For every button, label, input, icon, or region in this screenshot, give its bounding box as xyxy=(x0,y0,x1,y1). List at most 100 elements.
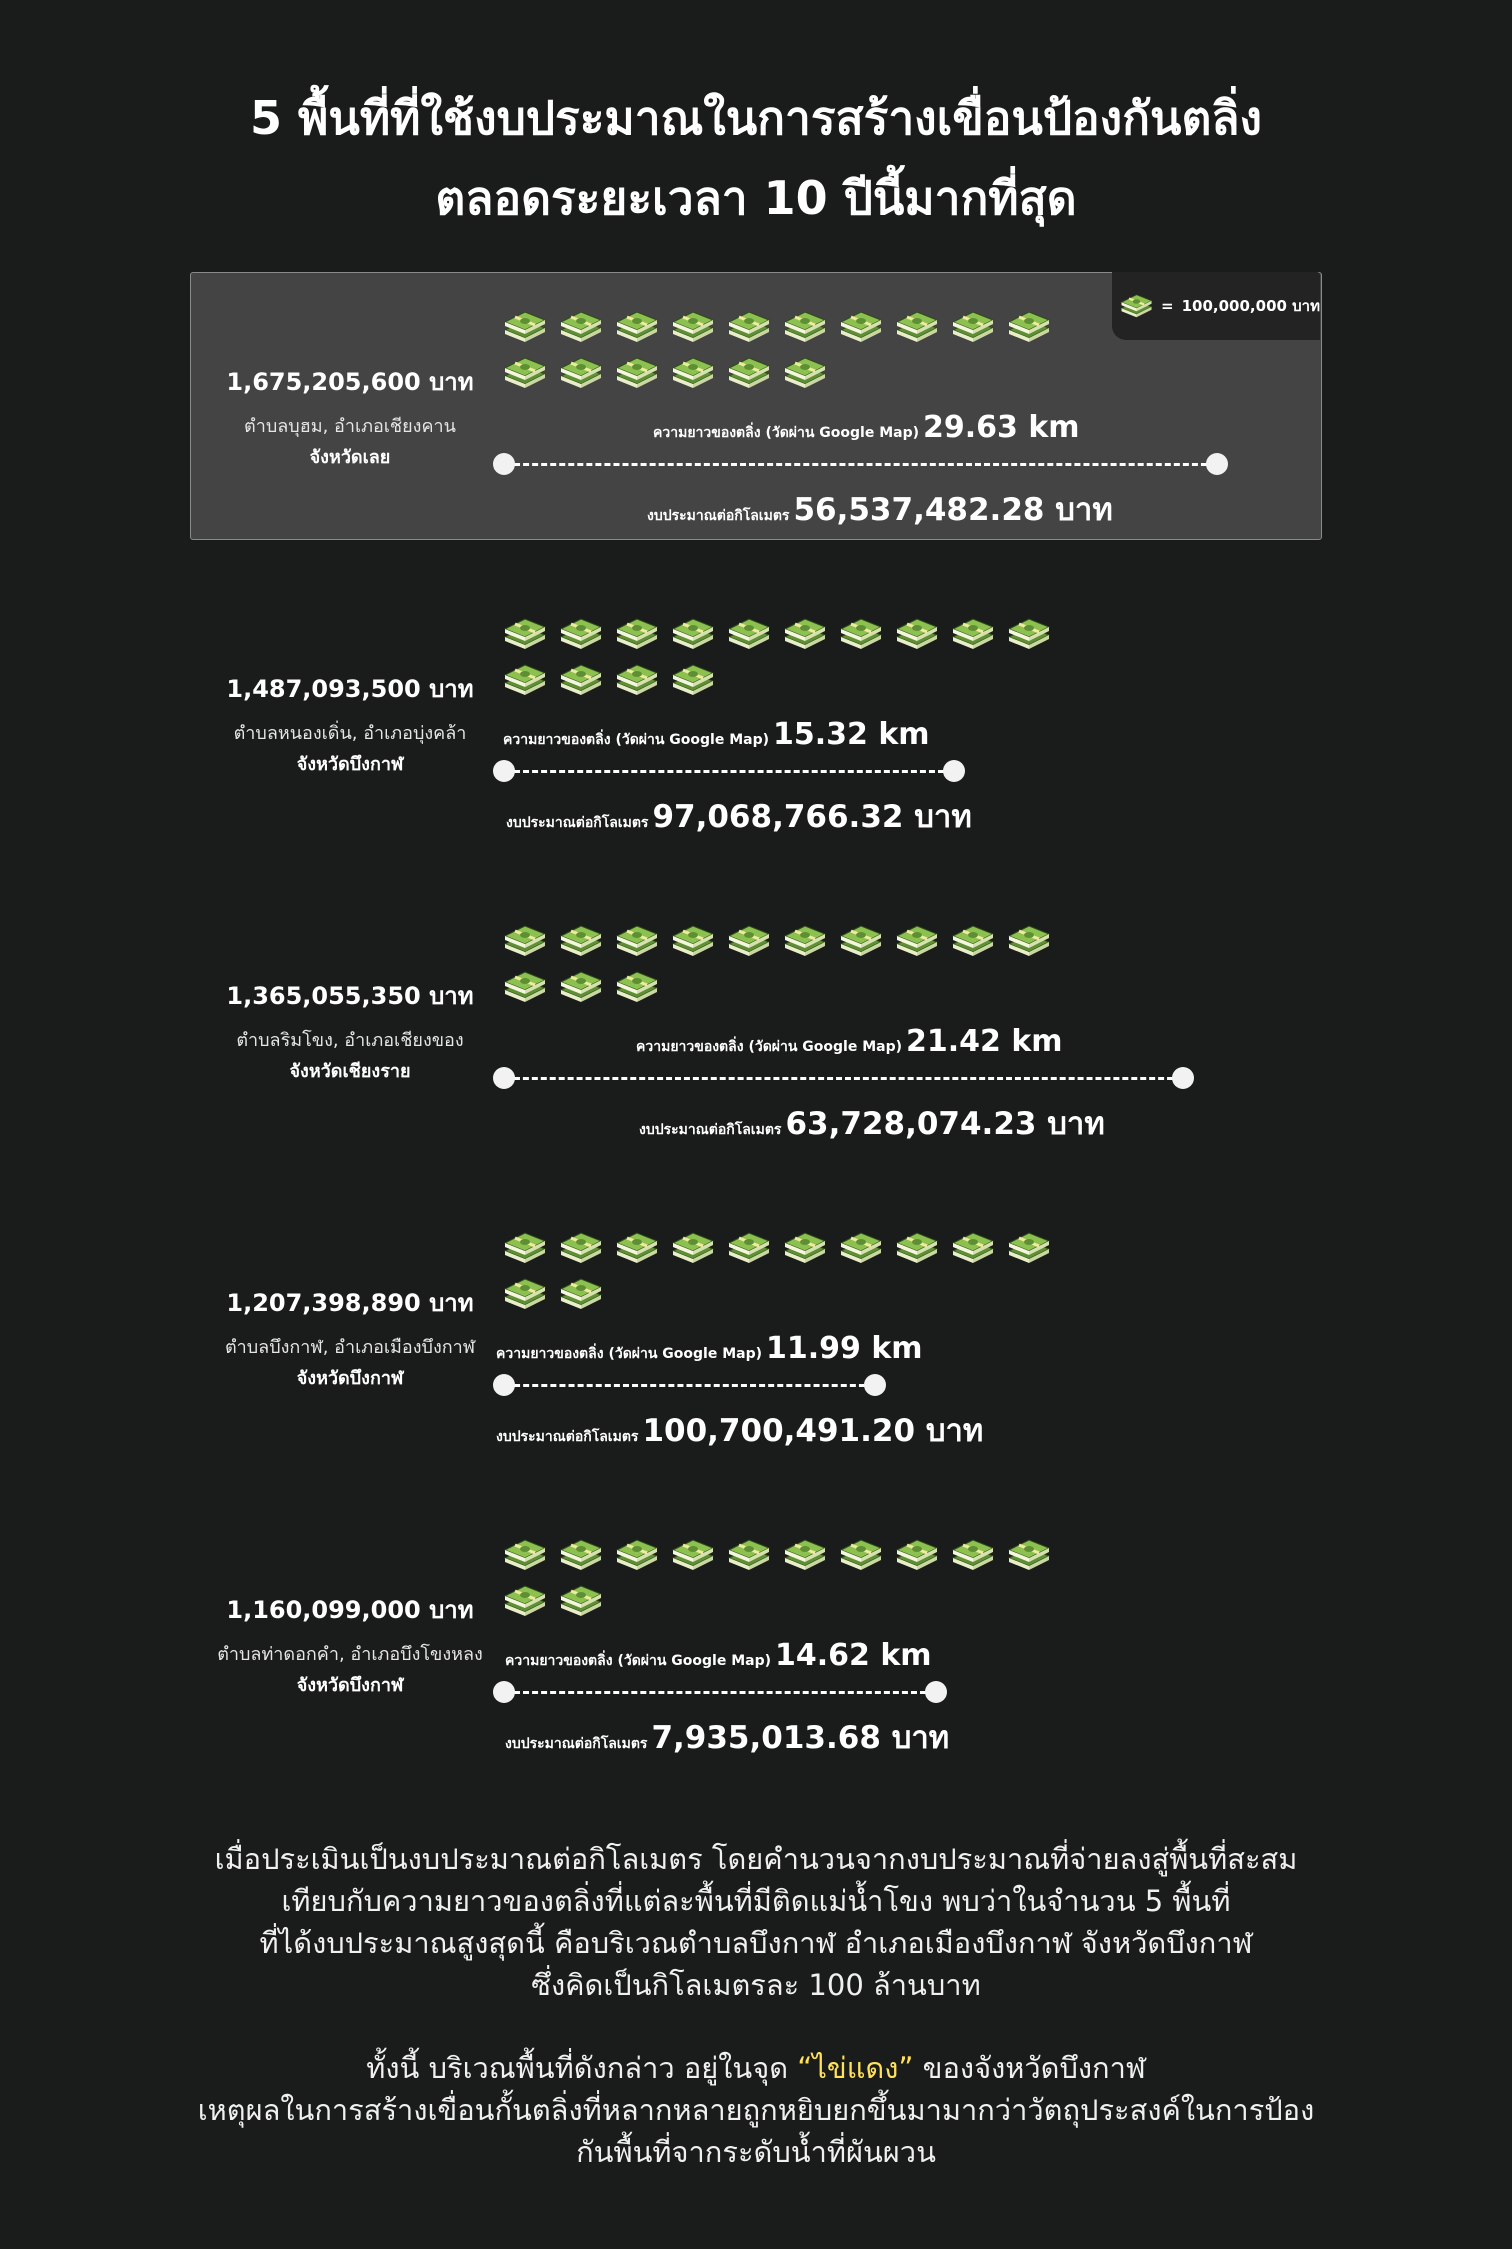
per-km-label: งบประมาณต่อกิโลเมตร 56,537,482.28 บาท xyxy=(647,484,1113,534)
money-stack-icon xyxy=(727,618,771,649)
money-stack-icon xyxy=(783,311,827,342)
length-track xyxy=(493,1373,886,1397)
length-value: 21.42 km xyxy=(906,1024,1063,1059)
area-location: ตำบลท่าดอกคำ, อำเภอบึงโขงหลง xyxy=(217,1644,483,1665)
length-caption: ความยาวของตลิ่ง (วัดผ่าน Google Map) xyxy=(503,732,770,748)
per-km-value: 100,700,491.20 บาท xyxy=(642,1413,984,1449)
money-stack-icon xyxy=(895,925,939,956)
per-km-caption: งบประมาณต่อกิโลเมตร xyxy=(506,815,649,831)
track-line xyxy=(505,1691,935,1694)
track-line xyxy=(505,463,1216,466)
money-stack-icon xyxy=(559,311,603,342)
area-province: จังหวัดเชียงราย xyxy=(289,1061,411,1082)
per-km-label: งบประมาณต่อกิโลเมตร 97,068,766.32 บาท xyxy=(506,791,972,841)
length-label: ความยาวของตลิ่ง (วัดผ่าน Google Map) 14.6… xyxy=(505,1638,932,1673)
area-province: จังหวัดเลย xyxy=(309,447,391,468)
money-stack-icon xyxy=(559,1585,603,1616)
length-label: ความยาวของตลิ่ง (วัดผ่าน Google Map) 21.4… xyxy=(636,1024,1063,1059)
money-stack-icon xyxy=(839,1539,883,1570)
length-track xyxy=(493,452,1228,476)
money-stack-icon xyxy=(503,1278,547,1309)
money-stack-icon xyxy=(615,1539,659,1570)
money-stack-icon xyxy=(839,618,883,649)
money-stack-icon xyxy=(671,1232,715,1263)
area-province: จังหวัดบึงกาฬ xyxy=(296,1675,404,1696)
area-amount: 1,487,093,500 บาท xyxy=(226,675,474,703)
legend: = 100,000,000 บาท xyxy=(1112,272,1320,340)
per-km-caption: งบประมาณต่อกิโลเมตร xyxy=(647,508,790,524)
length-value: 15.32 km xyxy=(773,717,930,752)
summary-text: ทั้งนี้ บริเวณพื้นที่ดังกล่าว อยู่ในจุด xyxy=(366,2051,798,2085)
money-stack-icon xyxy=(783,357,827,388)
length-caption: ความยาวของตลิ่ง (วัดผ่าน Google Map) xyxy=(653,425,920,441)
track-line xyxy=(505,1077,1182,1080)
length-value: 11.99 km xyxy=(766,1331,923,1366)
length-label: ความยาวของตลิ่ง (วัดผ่าน Google Map) 29.6… xyxy=(653,410,1080,445)
length-track xyxy=(493,759,965,783)
money-stack-icon xyxy=(727,925,771,956)
money-stack-icon xyxy=(559,925,603,956)
money-stack-icon xyxy=(783,925,827,956)
length-value: 29.63 km xyxy=(923,410,1080,445)
money-stack-icon xyxy=(1007,925,1051,956)
track-end-dot xyxy=(1206,453,1228,475)
money-stack-icon xyxy=(615,311,659,342)
area-row-5: 1,160,099,000 บาท ตำบลท่าดอกคำ, อำเภอบึง… xyxy=(0,1510,1512,1780)
money-stack-icon xyxy=(671,925,715,956)
length-label: ความยาวของตลิ่ง (วัดผ่าน Google Map) 15.3… xyxy=(503,717,930,752)
area-location: ตำบลหนองเดิ่น, อำเภอบุ่งคล้า xyxy=(233,723,467,744)
money-stack-icon xyxy=(559,618,603,649)
track-start-dot xyxy=(493,760,515,782)
legend-value: 100,000,000 บาท xyxy=(1181,297,1320,315)
money-stack-icon xyxy=(671,1539,715,1570)
area-row-3: 1,365,055,350 บาท ตำบลริมโขง, อำเภอเชียง… xyxy=(0,896,1512,1166)
money-stack-icon xyxy=(895,618,939,649)
per-km-label: งบประมาณต่อกิโลเมตร 7,935,013.68 บาท xyxy=(505,1712,949,1762)
money-stack-icon xyxy=(1007,618,1051,649)
money-stack-icon xyxy=(615,664,659,695)
money-stack-icon xyxy=(559,1539,603,1570)
money-stack-icon xyxy=(503,664,547,695)
money-stack-icon xyxy=(1007,1232,1051,1263)
length-track xyxy=(493,1680,947,1704)
money-stack-icon xyxy=(951,1232,995,1263)
money-stack-icon xyxy=(783,618,827,649)
money-stack-icon xyxy=(503,311,547,342)
area-location: ตำบลบุฮม, อำเภอเชียงคาน xyxy=(244,416,456,437)
money-stack-icon xyxy=(839,925,883,956)
track-end-dot xyxy=(925,1681,947,1703)
money-stack-icon xyxy=(783,1232,827,1263)
length-track xyxy=(493,1066,1194,1090)
money-stack-icon xyxy=(839,311,883,342)
summary-line: กันพื้นที่จากระดับน้ำที่ผันผวน xyxy=(576,2135,936,2169)
money-stack-icon xyxy=(727,1232,771,1263)
money-stack-icon xyxy=(503,1539,547,1570)
money-stack-icon xyxy=(615,925,659,956)
per-km-value: 63,728,074.23 บาท xyxy=(785,1106,1105,1142)
area-info: 1,160,099,000 บาท ตำบลท่าดอกคำ, อำเภอบึง… xyxy=(200,1590,500,1699)
money-stack-icon xyxy=(503,1585,547,1616)
length-caption: ความยาวของตลิ่ง (วัดผ่าน Google Map) xyxy=(505,1653,772,1669)
money-stack-icon xyxy=(783,1539,827,1570)
title-line-2: ตลอดระยะเวลา 10 ปีนี้มากที่สุด xyxy=(435,171,1077,225)
summary-paragraph-1: เมื่อประเมินเป็นงบประมาณต่อกิโลเมตร โดยค… xyxy=(0,1838,1512,2006)
track-end-dot xyxy=(1172,1067,1194,1089)
money-stack-icon xyxy=(671,618,715,649)
track-line xyxy=(505,770,953,773)
per-km-caption: งบประมาณต่อกิโลเมตร xyxy=(505,1736,648,1752)
money-stack-icon xyxy=(895,311,939,342)
money-stack-icon xyxy=(1007,311,1051,342)
summary-line: เทียบกับความยาวของตลิ่งที่แต่ละพื้นที่มี… xyxy=(281,1884,1231,1918)
summary-line: ทั้งนี้ บริเวณพื้นที่ดังกล่าว อยู่ในจุด … xyxy=(0,2047,1512,2089)
per-km-value: 7,935,013.68 บาท xyxy=(651,1720,950,1756)
area-amount: 1,365,055,350 บาท xyxy=(226,982,474,1010)
money-stack-icon xyxy=(951,925,995,956)
money-stack-icon xyxy=(671,311,715,342)
area-row-4: 1,207,398,890 บาท ตำบลบึงกาฬ, อำเภอเมือง… xyxy=(0,1203,1512,1473)
page-title: 5 พื้นที่ที่ใช้งบประมาณในการสร้างเขื่อนป… xyxy=(0,78,1512,238)
per-km-caption: งบประมาณต่อกิโลเมตร xyxy=(496,1429,639,1445)
money-stack-icon xyxy=(895,1232,939,1263)
money-stack-icon xyxy=(503,925,547,956)
money-stack-icon xyxy=(503,618,547,649)
per-km-value: 97,068,766.32 บาท xyxy=(652,799,972,835)
